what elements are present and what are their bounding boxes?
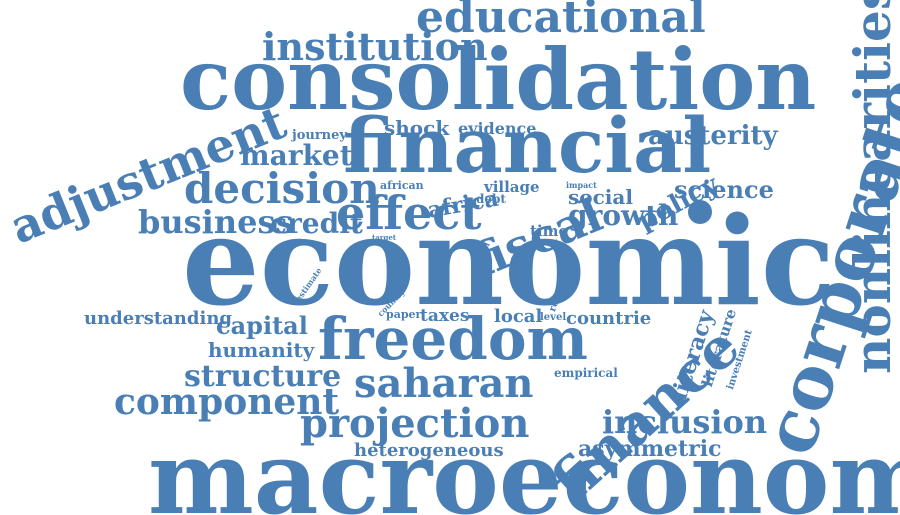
word-macroeconomic: macroeconomic — [148, 419, 900, 515]
word-projection: projection — [300, 400, 530, 447]
word-science: science — [674, 175, 774, 204]
word-humanity: humanity — [208, 338, 315, 362]
word-effect: effect — [336, 186, 482, 240]
word-freedom: freedom — [318, 305, 588, 373]
dot-mark — [688, 200, 712, 224]
word-business: business — [138, 203, 294, 241]
word-empirical: empirical — [554, 366, 618, 380]
word-capital: capital — [216, 311, 308, 340]
word-credit: credit — [270, 207, 363, 240]
word-financial: financial — [343, 101, 712, 190]
word-asymmetric: asymmetric — [578, 436, 722, 462]
word-african: african — [380, 179, 424, 192]
word-level: level — [540, 312, 567, 323]
word-economic: economic — [182, 189, 836, 333]
word-paper: paper — [386, 308, 422, 321]
word-growth: growth — [568, 199, 679, 232]
word-consolidation: consolidation — [180, 30, 817, 129]
word-understanding: understanding — [84, 308, 232, 329]
word-debt: debt — [476, 192, 506, 206]
word-village: village — [484, 178, 540, 196]
word-structure: structure — [184, 359, 342, 394]
word-time: time — [530, 222, 569, 240]
word-countrie: countrie — [566, 308, 652, 329]
word-evidence: evidence — [458, 119, 537, 138]
word-institution: institution — [262, 24, 488, 69]
word-decision: decision — [184, 164, 380, 213]
word-market: market — [240, 139, 353, 172]
word-shock: shock — [384, 116, 450, 140]
word-journey: journey — [292, 128, 347, 143]
word-component: component — [114, 381, 340, 423]
word-social: social — [568, 185, 633, 209]
word-taxes: taxes — [420, 306, 470, 326]
word-target: target — [372, 233, 397, 242]
word-impact: impact — [566, 180, 597, 190]
word-local: local — [494, 306, 543, 327]
word-austerity: austerity — [648, 121, 778, 151]
word-heterogeneous: heterogeneous — [354, 440, 504, 461]
word-educational: educational — [416, 0, 706, 43]
word-saharan: saharan — [354, 360, 534, 407]
word-inclusion: inclusion — [602, 403, 768, 441]
